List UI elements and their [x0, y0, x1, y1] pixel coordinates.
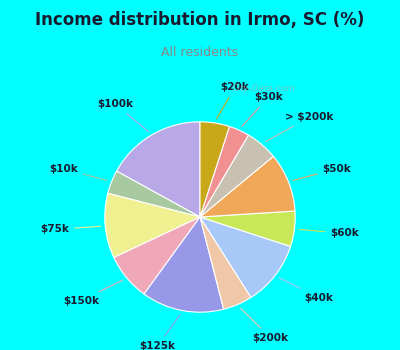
Wedge shape: [116, 122, 200, 217]
Text: $20k: $20k: [216, 82, 249, 119]
Wedge shape: [200, 135, 273, 217]
Text: $125k: $125k: [139, 315, 180, 350]
Text: > $200k: > $200k: [266, 112, 334, 142]
Wedge shape: [200, 122, 230, 217]
Wedge shape: [200, 217, 290, 298]
Text: $50k: $50k: [293, 164, 351, 181]
Text: $60k: $60k: [299, 229, 359, 238]
Wedge shape: [200, 211, 295, 246]
Wedge shape: [108, 171, 200, 217]
Text: Income distribution in Irmo, SC (%): Income distribution in Irmo, SC (%): [35, 10, 365, 28]
Wedge shape: [114, 217, 200, 294]
Text: $150k: $150k: [63, 280, 123, 306]
Text: $40k: $40k: [279, 278, 333, 302]
Text: All residents: All residents: [162, 46, 238, 58]
Text: City-Data.com: City-Data.com: [232, 84, 296, 93]
Wedge shape: [144, 217, 224, 312]
Wedge shape: [200, 156, 295, 217]
Text: $30k: $30k: [242, 92, 283, 126]
Text: $75k: $75k: [40, 224, 100, 234]
Text: $10k: $10k: [49, 164, 107, 181]
Wedge shape: [200, 217, 251, 309]
Text: $100k: $100k: [97, 99, 148, 132]
Wedge shape: [200, 126, 248, 217]
Wedge shape: [105, 193, 200, 258]
Text: $200k: $200k: [240, 308, 288, 343]
